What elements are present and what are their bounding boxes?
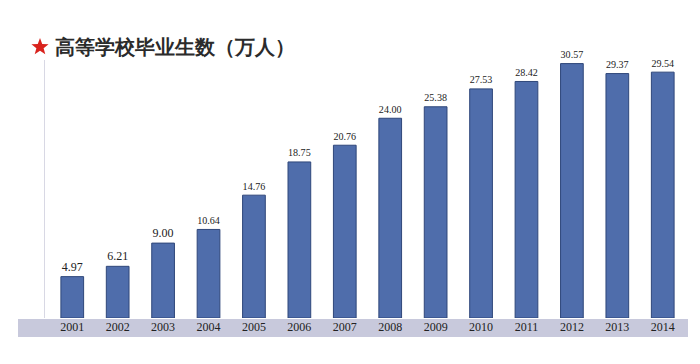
svg-text:2011: 2011 bbox=[515, 320, 539, 334]
svg-text:20.76: 20.76 bbox=[333, 131, 356, 142]
svg-text:14.76: 14.76 bbox=[243, 181, 266, 192]
svg-text:2002: 2002 bbox=[106, 320, 130, 334]
svg-text:2010: 2010 bbox=[469, 320, 493, 334]
svg-text:2007: 2007 bbox=[333, 320, 357, 334]
svg-text:2001: 2001 bbox=[60, 320, 84, 334]
svg-text:29.37: 29.37 bbox=[606, 59, 629, 70]
svg-text:24.00: 24.00 bbox=[379, 104, 402, 115]
svg-text:4.97: 4.97 bbox=[62, 260, 83, 274]
svg-text:6.21: 6.21 bbox=[107, 249, 128, 263]
svg-text:2013: 2013 bbox=[605, 320, 629, 334]
svg-text:30.57: 30.57 bbox=[561, 49, 584, 60]
svg-text:10.64: 10.64 bbox=[197, 215, 220, 226]
svg-text:28.42: 28.42 bbox=[515, 67, 538, 78]
svg-text:9.00: 9.00 bbox=[153, 226, 174, 240]
svg-text:高等学校毕业生数（万人）: 高等学校毕业生数（万人） bbox=[55, 35, 295, 59]
svg-text:2006: 2006 bbox=[287, 320, 311, 334]
svg-text:18.75: 18.75 bbox=[288, 147, 311, 158]
svg-text:2009: 2009 bbox=[424, 320, 448, 334]
svg-text:29.54: 29.54 bbox=[651, 58, 674, 69]
svg-text:2004: 2004 bbox=[197, 320, 221, 334]
svg-text:25.38: 25.38 bbox=[424, 92, 447, 103]
svg-text:2008: 2008 bbox=[378, 320, 402, 334]
svg-text:2005: 2005 bbox=[242, 320, 266, 334]
svg-text:2012: 2012 bbox=[560, 320, 584, 334]
svg-text:2014: 2014 bbox=[651, 320, 675, 334]
svg-text:2003: 2003 bbox=[151, 320, 175, 334]
svg-text:27.53: 27.53 bbox=[470, 74, 493, 85]
